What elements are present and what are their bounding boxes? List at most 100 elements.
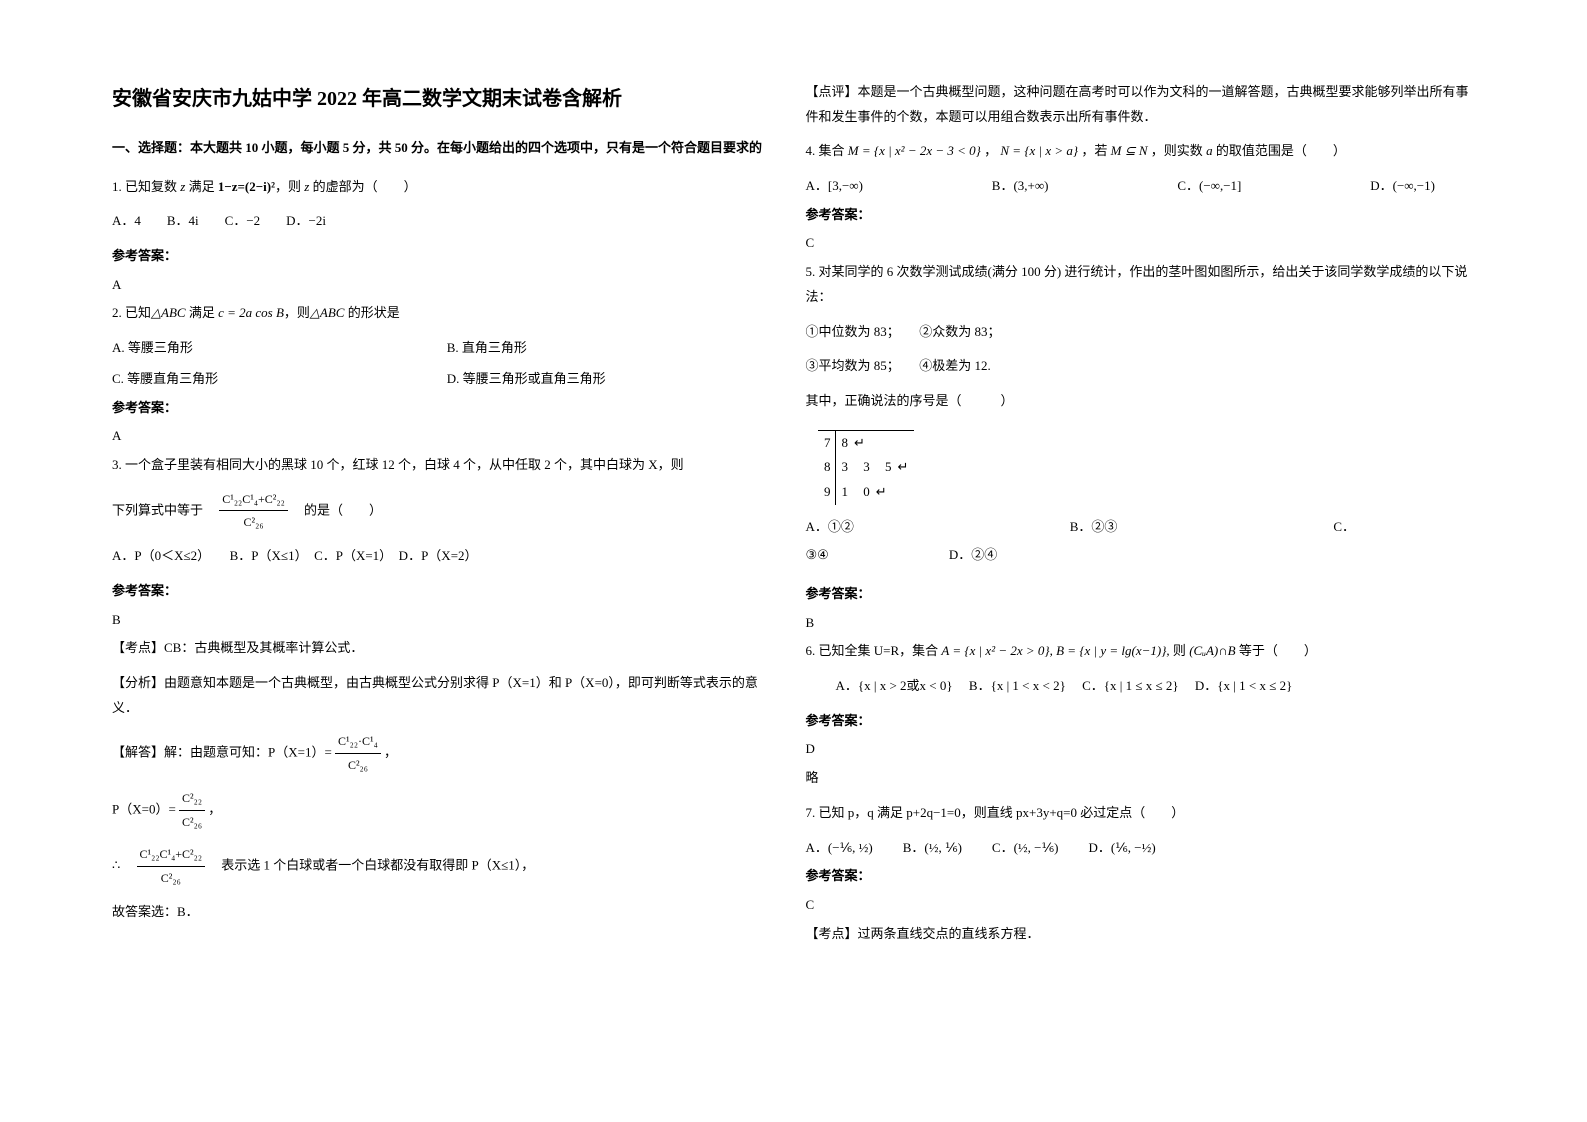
question-1: 1. 已知复数 z 满足 1−z=(2−i)²，则 z 的虚部为（ ） [112,175,782,200]
q1-options: A．4 B．4i C．−2 D．−2i [112,209,782,234]
sl-row-3: 91 0↵ [818,480,915,505]
question-4: 4. 集合 M = {x | x² − 2x − 3 < 0} ， N = {x… [806,139,1476,164]
q4-oD: D．(−∞,−1) [1370,174,1435,199]
q6-A: A = {x | x² − 2x > 0}, B = {x | y = lg(x… [941,643,1169,658]
q3-solve-a: 【解答】解：由题意可知：P（X=1）= [112,745,335,760]
q1-ans-label: 参考答案： [112,244,782,269]
q4-ans-label: 参考答案： [806,203,1476,228]
q4-M: M = {x | x² − 2x − 3 < 0} [848,143,981,158]
sl-r1l: 8↵ [836,431,871,456]
q3-solve-c: 表示选 1 个白球或者一个白球都没有取得即 P（X≤1）， [208,858,534,873]
q6-c: 等于（ ） [1239,643,1317,658]
q6-b: 则 [1173,643,1186,658]
question-3-stem: 3. 一个盒子里装有相同大小的黑球 10 个，红球 12 个，白球 4 个，从中… [112,453,782,478]
doc-title: 安徽省安庆市九姑中学 2022 年高二数学文期末试卷含解析 [112,80,782,118]
q3-comma: ， [384,745,397,760]
question-5-stem: 5. 对某同学的 6 次数学测试成绩(满分 100 分) 进行统计，作出的茎叶图… [806,260,1476,309]
section-intro: 一、选择题：本大题共 10 小题，每小题 5 分，共 50 分。在每小题给出的四… [112,136,782,161]
q3-mid: 下列算式中等于 [112,502,216,517]
q2-tri: △ABC [151,305,186,320]
q6-oC: C．{x | 1 ≤ x ≤ 2} [1082,678,1179,693]
q2-options: A. 等腰三角形 B. 直角三角形 C. 等腰直角三角形 D. 等腰三角形或直角… [112,336,782,391]
q3-kaodian: 【考点】CB：古典概型及其概率计算公式． [112,636,782,661]
q5-oB: B．②③ [1070,515,1118,540]
q3-solve-b: P（X=0）= [112,801,176,816]
q7-oA: A．(−⅙, ½) [806,836,873,861]
q5-options: A．①② B．②③ C． ③④ D．②④ [806,515,1476,568]
q5-s2: ③平均数为 85； ④极差为 12. [806,354,1476,379]
q2-stem-a: 2. 已知 [112,305,151,320]
q3-solve-2: P（X=0）= C²₂₂ C²₂₆ ， [112,787,782,834]
sl-r2s: 8 [818,455,836,480]
sl-row-2: 83 3 5↵ [818,455,915,480]
q6-oA: A．{x | x > 2或x < 0} [836,678,953,693]
q6-options: A．{x | x > 2或x < 0} B．{x | 1 < x < 2} C．… [806,674,1476,699]
q4-answer: C [806,231,1476,256]
q4-sub: M ⊆ N [1111,143,1148,158]
q4-oA: A．[3,−∞) [806,174,863,199]
left-column: 安徽省安庆市九姑中学 2022 年高二数学文期末试卷含解析 一、选择题：本大题共… [100,80,794,1082]
q5-oD: D．②④ [949,543,997,568]
q6-oB: B．{x | 1 < x < 2} [969,678,1066,693]
q1-stem-b: 满足 [185,179,218,194]
q4-N: N = {x | x > a} [1000,143,1078,158]
q1-answer: A [112,273,782,298]
q2-stem-c: ，则 [284,305,310,320]
q6-oD: D．{x | 1 < x ≤ 2} [1195,678,1292,693]
q2-answer: A [112,424,782,449]
q7-oB: B．(½, ⅙) [903,836,962,861]
q3-comment: 【点评】本题是一个古典概型问题，这种问题在高考时可以作为文科的一道解答题，古典概… [806,80,1476,129]
sl-r3l: 1 0↵ [836,480,893,505]
q3-comma2: ， [208,801,221,816]
q3-num2: C²₂₂ [179,787,205,811]
q4-a-var: a [1206,143,1213,158]
q3-solve-3: ∴ C¹₂₂C¹₄+C²₂₂ C²₂₆ 表示选 1 个白球或者一个白球都没有取得… [112,843,782,890]
q6-ans-label: 参考答案： [806,709,1476,734]
q7-kaodian: 【考点】过两条直线交点的直线系方程． [806,922,1476,947]
q3-den1: C²₂₆ [335,754,381,777]
q6-cap: (CᵤA)∩B [1189,643,1235,658]
sl-r1s: 7 [818,431,836,456]
question-6: 6. 已知全集 U=R，集合 A = {x | x² − 2x > 0}, B … [806,639,1476,664]
question-7-stem: 7. 已知 p，q 满足 p+2q−1=0，则直线 px+3y+q=0 必过定点… [806,801,1476,826]
q6-answer: D [806,737,1476,762]
q3-num1: C¹₂₂·C¹₄ [335,730,381,754]
right-column: 【点评】本题是一个古典概型问题，这种问题在高考时可以作为文科的一道解答题，古典概… [794,80,1488,1082]
q3-num: C¹₂₂C¹₄+C²₂₂ [219,488,288,512]
q3-fenxi: 【分析】由题意知本题是一个古典概型，由古典概型公式分别求得 P（X=1）和 P（… [112,671,782,720]
q3-solve-1: 【解答】解：由题意可知：P（X=1）= C¹₂₂·C¹₄ C²₂₆ ， [112,730,782,777]
q3-den2: C²₂₆ [179,811,205,834]
question-2: 2. 已知△ABC 满足 c = 2a cos B，则△ABC 的形状是 [112,301,782,326]
q2-opt-d: D. 等腰三角形或直角三角形 [447,367,782,392]
q4-d: ，则实数 [1151,143,1203,158]
q3-final: 故答案选：B． [112,900,782,925]
q3-den3: C²₂₆ [137,867,206,890]
q5-oA: A．①② [806,515,854,540]
q4-c: ，若 [1081,143,1107,158]
q5-oC: ③④ [806,543,829,568]
q3-options: A．P（0＜X≤2） B．P（X≤1） C．P（X=1） D．P（X=2） [112,544,782,569]
q3-num3: C¹₂₂C¹₄+C²₂₂ [137,843,206,867]
q4-e: 的取值范围是（ ） [1216,143,1346,158]
q1-formula: 1−z=(2−i)² [218,179,275,194]
q2-eq: c = 2a cos B [218,305,284,320]
q3-therefore: ∴ [112,858,133,873]
sl-r3s: 9 [818,480,836,505]
q2-stem-d: 的形状是 [344,305,399,320]
q2-opt-b: B. 直角三角形 [447,336,782,361]
q7-options: A．(−⅙, ½) B．(½, ⅙) C．(½, −⅙) D．(⅙, −½) [806,836,1476,861]
q3-frac3: C¹₂₂C¹₄+C²₂₂ C²₂₆ [137,843,206,890]
q7-answer: C [806,893,1476,918]
q1-stem-a: 1. 已知复数 [112,179,180,194]
q2-ans-label: 参考答案： [112,396,782,421]
q4-oC: C．(−∞,−1] [1177,174,1241,199]
q3-main-frac: C¹₂₂C¹₄+C²₂₂ C²₂₆ [219,488,288,535]
question-3-mid: 下列算式中等于 C¹₂₂C¹₄+C²₂₂ C²₂₆ 的是（ ） [112,488,782,535]
sl-r2l: 3 3 5↵ [836,455,915,480]
q3-frac1: C¹₂₂·C¹₄ C²₂₆ [335,730,381,777]
q2-opt-c: C. 等腰直角三角形 [112,367,447,392]
q1-stem-d: 的虚部为（ ） [309,179,416,194]
q5-oC-placeholder: C． [1333,515,1355,540]
q4-a: 4. 集合 [806,143,845,158]
q6-a: 6. 已知全集 U=R，集合 [806,643,939,658]
